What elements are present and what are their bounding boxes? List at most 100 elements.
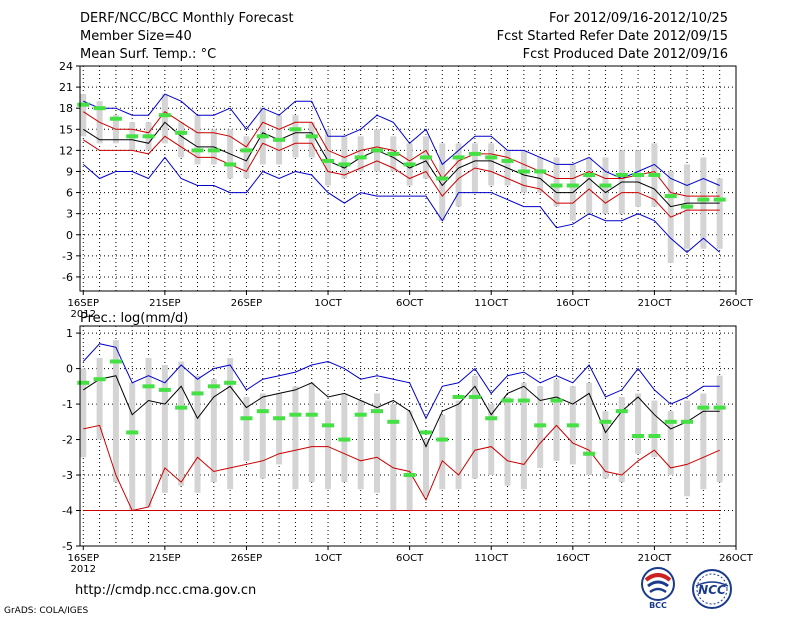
model-marker (370, 409, 383, 414)
ensemble-range-bar (422, 439, 429, 497)
model-marker (207, 384, 220, 389)
model-marker (436, 176, 449, 181)
ensemble-range-bar (504, 396, 511, 486)
model-marker (468, 394, 481, 399)
model-marker (77, 380, 90, 385)
model-marker (240, 148, 253, 153)
model-marker (664, 419, 677, 424)
model-marker (583, 172, 596, 177)
model-marker (191, 148, 204, 153)
x-tick-label: 11OCT (474, 553, 509, 564)
model-marker (175, 405, 188, 410)
model-marker (664, 194, 677, 199)
x-tick-label: 26OCT (719, 298, 754, 309)
ensemble-range-bar (308, 382, 315, 483)
model-marker (419, 430, 432, 435)
x-tick-label: 26OCT (719, 553, 754, 564)
model-marker (419, 155, 432, 160)
y-tick-label: 0 (66, 229, 73, 242)
model-marker (158, 113, 171, 118)
model-marker (648, 172, 661, 177)
model-marker (632, 172, 645, 177)
model-marker (158, 387, 171, 392)
fcst-started-date: Fcst Started Refer Date 2012/09/15 (496, 29, 728, 44)
model-marker (599, 183, 612, 188)
x-year-label: 2012 (71, 309, 96, 320)
model-marker (175, 130, 188, 135)
model-marker (305, 134, 318, 139)
model-marker (648, 434, 661, 438)
series-line-upper (83, 111, 720, 197)
ensemble-range-bar (439, 143, 446, 221)
ensemble-range-bar (357, 136, 364, 172)
x-tick-label: 1OCT (314, 298, 342, 309)
ensemble-range-bar (227, 357, 234, 490)
chart-title: DERF/NCC/BCC Monthly Forecast (80, 11, 294, 26)
ensemble-range-bar (292, 386, 299, 490)
ensemble-range-bar (292, 115, 299, 158)
ensemble-range-bar (325, 129, 332, 186)
ensemble-range-bar (210, 379, 217, 483)
variable-label: Mean Surf. Temp.: °C (80, 47, 217, 62)
model-marker (142, 134, 155, 139)
model-marker (501, 398, 514, 403)
footer-url[interactable]: http://cmdp.ncc.cma.gov.cn (75, 583, 257, 598)
y-tick-label: -6 (62, 271, 73, 284)
ensemble-range-bar (586, 382, 593, 476)
series-line-lower (83, 424, 720, 512)
ensemble-range-bar (455, 400, 462, 490)
y-tick-label: 15 (59, 123, 73, 136)
model-marker (338, 437, 351, 442)
ensemble-range-bar (390, 404, 397, 511)
model-marker (485, 155, 498, 160)
model-marker (534, 423, 547, 428)
x-tick-label: 1OCT (314, 553, 342, 564)
x-tick-label: 16SEP (68, 298, 99, 309)
model-marker (77, 102, 90, 107)
model-marker (697, 405, 710, 410)
model-marker (322, 158, 335, 163)
ensemble-range-bar (455, 143, 462, 207)
ensemble-range-bar (145, 357, 152, 507)
model-marker (354, 412, 367, 417)
model-marker (387, 419, 400, 424)
model-marker (566, 423, 579, 428)
ensemble-range-bar (112, 340, 119, 483)
x-tick-label: 21OCT (638, 298, 673, 309)
model-marker (403, 473, 416, 478)
model-marker (289, 412, 302, 417)
model-marker (273, 416, 286, 421)
ensemble-range-bar (373, 393, 380, 493)
ensemble-range-bar (635, 150, 642, 207)
ensemble-range-bar (667, 411, 674, 476)
model-marker (387, 151, 400, 156)
ensemble-range-bar (308, 122, 315, 158)
model-marker (713, 197, 726, 202)
chart-panel-2: -5 -4 -3 -2 -1 0 1 16SEP 21SEP 26SEP 1OCT 6OCT 11OCT… (62, 311, 754, 575)
y-tick-label: 12 (59, 144, 73, 157)
ensemble-range-bar (684, 400, 691, 497)
ensemble-range-bar (243, 136, 250, 179)
model-marker (599, 419, 612, 424)
model-marker (273, 137, 286, 142)
model-marker (322, 423, 335, 428)
model-marker (403, 162, 416, 167)
panel-title: Prec.: log(mm/d) (80, 311, 188, 326)
ensemble-range-bar (488, 404, 495, 476)
model-marker (126, 430, 139, 435)
x-tick-label: 26SEP (231, 298, 262, 309)
ensemble-range-bar (194, 375, 201, 493)
ensemble-range-bar (700, 393, 707, 490)
ensemble-range-bar (194, 115, 201, 165)
series-line-mean (83, 375, 720, 448)
x-tick-label: 21SEP (149, 553, 180, 564)
ensemble-range-bar (178, 122, 185, 158)
model-marker (109, 359, 122, 364)
y-tick-label: -5 (62, 540, 73, 553)
series-line-max (83, 93, 720, 187)
model-marker (436, 437, 449, 442)
y-tick-label: 6 (66, 187, 73, 200)
ensemble-range-bar (178, 361, 185, 486)
model-marker (93, 106, 106, 111)
